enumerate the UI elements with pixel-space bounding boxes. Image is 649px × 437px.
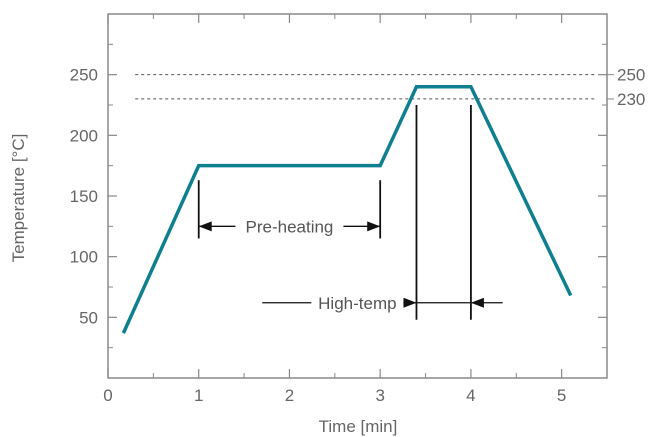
y-tick-label: 50 xyxy=(79,308,98,327)
x-axis-label: Time [min] xyxy=(319,417,398,436)
axis-ticks: 0 1 2 3 4 5 50 100 150 200 250 xyxy=(70,14,607,405)
y-tick-label: 100 xyxy=(70,248,98,267)
arrow-head xyxy=(198,221,212,232)
y-tick-label: 250 xyxy=(70,66,98,85)
y-tick-label: 150 xyxy=(70,187,98,206)
x-tick-label: 5 xyxy=(557,386,566,405)
plot-border xyxy=(107,13,608,379)
annotation-pre-heating: Pre-heating xyxy=(197,180,382,239)
x-tick-label: 1 xyxy=(194,386,203,405)
annotation-high-temp: High-temp xyxy=(262,105,503,320)
axis-labels: Time [min] Temperature [°C] xyxy=(9,134,397,436)
annotations: Pre-heating High-temp xyxy=(197,105,503,320)
annotation-label: Pre-heating xyxy=(246,217,334,236)
y-tick-label: 200 xyxy=(70,126,98,145)
arrow-head xyxy=(403,297,417,308)
x-tick-label: 3 xyxy=(375,386,384,405)
plot-frame xyxy=(107,13,608,379)
reference-line-label: 250 xyxy=(617,66,645,85)
temperature-series-line xyxy=(121,85,573,334)
series xyxy=(121,85,573,334)
annotation-label: High-temp xyxy=(318,294,396,313)
arrow-head xyxy=(367,221,381,232)
arrow-head xyxy=(470,297,484,308)
x-tick-label: 2 xyxy=(285,386,294,405)
y-axis-label: Temperature [°C] xyxy=(9,134,28,263)
x-tick-label: 4 xyxy=(466,386,475,405)
reference-line-label: 230 xyxy=(617,90,645,109)
x-tick-label: 0 xyxy=(103,386,112,405)
